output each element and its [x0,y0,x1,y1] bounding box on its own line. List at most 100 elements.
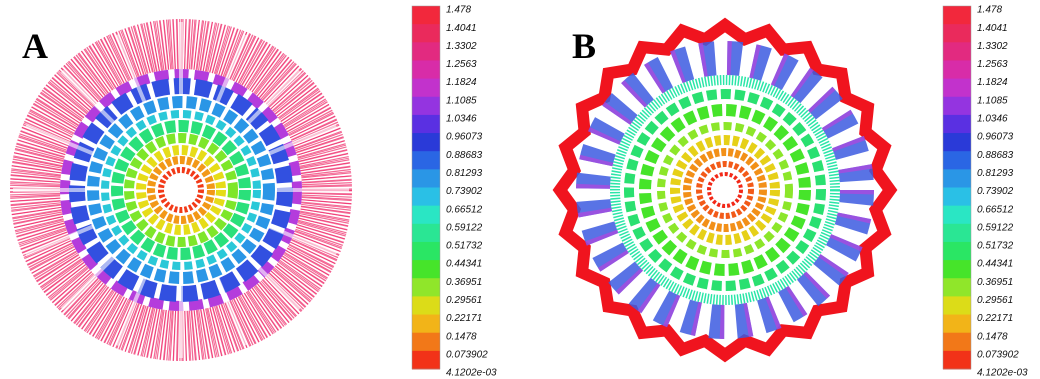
colorbar-label: 1.1085 [977,95,1008,106]
colorbar-bin [412,169,440,188]
colorbar-bin [412,42,440,61]
spoke [268,123,337,156]
colorbar-bin [412,78,440,98]
colorbar-bin [943,60,971,80]
panel-b-plot [552,17,898,363]
ring [111,120,251,260]
colorbar-bin [943,278,971,297]
colorbar-label: 0.51732 [977,241,1014,252]
colorbar-label: 0.81293 [977,168,1014,179]
colorbar-bin [943,169,971,188]
spoke [268,224,337,257]
colorbar-bin [943,205,971,225]
colorbar-label: 1.3302 [977,41,1008,52]
colorbar-label: 4.1202e-03 [977,368,1028,379]
colorbar-bin [412,314,440,334]
colorbar-label: 4.1202e-03 [446,368,497,379]
colorbar-label: 1.2563 [977,59,1008,70]
ring [87,96,275,284]
colorbar-label: 0.1478 [977,331,1008,342]
colorbar-bin [412,278,440,297]
colorbar-label: 0.73902 [446,186,483,197]
ring [707,172,743,208]
spoke [25,123,94,156]
colorbar-bin [412,151,440,170]
colorbar-label: 1.3302 [446,41,477,52]
colorbar-bin [412,24,440,43]
ring [147,156,215,224]
colorbar-label: 0.59122 [977,222,1014,233]
colorbar-bin [412,350,440,370]
colorbar-label: 0.66512 [446,204,483,215]
ring [657,122,793,258]
ring [683,148,767,232]
spoke [25,224,94,257]
panel-a-plot [10,19,352,361]
colorbar-label: 1.1824 [446,77,477,88]
ring [639,104,811,276]
spoke [215,34,248,103]
colorbar-bin [943,42,971,61]
colorbar-bin [412,205,440,225]
colorbar-label: 0.96073 [977,132,1014,143]
ring [624,89,826,291]
outer-ring [552,17,898,363]
panel-label: B [572,26,596,66]
spoke [60,255,116,311]
colorbar-bin [412,114,440,134]
colorbar-label: 1.4041 [446,23,477,34]
colorbar-bin [943,78,971,98]
colorbar-label: 0.1478 [446,331,477,342]
colorbar-label: 0.73902 [977,186,1014,197]
colorbar-bin [943,96,971,116]
colorbar-bin [412,133,440,152]
ring [670,135,780,245]
colorbar-bin [412,260,440,279]
colorbar-label: 0.22171 [446,313,482,324]
ring [696,161,754,219]
colorbar-label: 0.51732 [446,241,483,252]
colorbar-label: 0.59122 [446,222,483,233]
colorbar-bin [943,187,971,207]
colorbar-bin [943,114,971,134]
colorbar-label: 1.1085 [446,95,477,106]
colorbar-label: 0.66512 [977,204,1014,215]
colorbar-bin [412,6,440,25]
ring [136,145,226,235]
spoke [60,69,116,125]
colorbar-label: 1.1824 [977,77,1008,88]
colorbar-label: 0.29561 [446,295,482,306]
colorbar: 1.478 1.4041 1.3302 1.2563 1.1824 1.1085 1.034… [942,5,1028,379]
colorbar-label: 0.22171 [977,313,1013,324]
colorbar-label: 1.0346 [977,114,1008,125]
colorbar-bin [943,223,971,243]
spoke [246,69,302,125]
colorbar-label: 0.88683 [446,150,483,161]
colorbar-bin [943,296,971,316]
spoke [215,277,248,346]
colorbar-label: 1.478 [977,5,1002,16]
colorbar-bin [943,24,971,43]
colorbar-label: 0.073902 [977,349,1019,360]
colorbar-bin [412,96,440,116]
colorbar-label: 1.4041 [977,23,1008,34]
spoke [246,255,302,311]
colorbar-bin [412,60,440,80]
colorbar: 1.478 1.4041 1.3302 1.2563 1.1824 1.1085 1.034… [411,5,497,379]
colorbar-bin [943,332,971,352]
panel-label: A [22,26,48,66]
colorbar-label: 0.36951 [446,277,482,288]
colorbar-bin [412,332,440,352]
spoke [114,277,147,346]
colorbar-label: 0.44341 [977,259,1013,270]
ring [158,167,204,213]
ring [124,133,238,247]
ring [610,75,840,305]
colorbar-label: 1.478 [446,5,471,16]
colorbar-label: 0.073902 [446,349,488,360]
spoke [114,34,147,103]
colorbar-bin [943,260,971,279]
colorbar-bin [943,314,971,334]
colorbar-bin [943,151,971,170]
colorbar-bin [412,296,440,316]
